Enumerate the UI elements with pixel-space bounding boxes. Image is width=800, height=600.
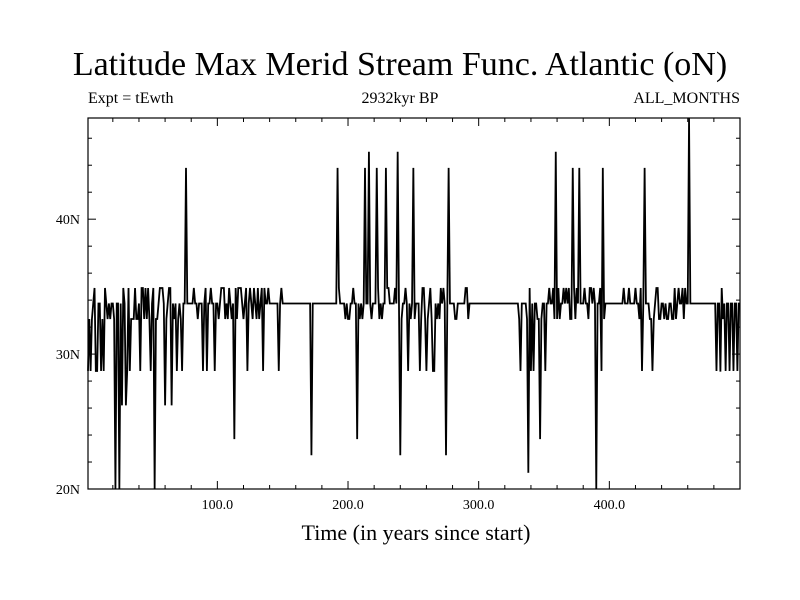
series-line — [87, 117, 740, 490]
x-tick-label: 100.0 — [202, 498, 234, 513]
period-label: 2932kyr BP — [361, 90, 439, 107]
plot-area — [87, 117, 740, 490]
x-axis-title: Time (in years since start) — [302, 520, 531, 545]
x-tick-label: 200.0 — [332, 498, 364, 513]
y-tick-label: 40N — [56, 213, 80, 228]
chart-title: Latitude Max Merid Stream Func. Atlantic… — [72, 46, 728, 83]
axis-ticks — [88, 118, 741, 489]
y-tick-label: 20N — [56, 483, 80, 498]
plot-frame — [87, 117, 741, 490]
experiment-label: Expt = tEwth — [88, 90, 174, 107]
x-tick-label: 400.0 — [594, 498, 626, 513]
axis-tick-labels: 100.0 200.0 300.0 400.0 20N 30N 40N — [56, 213, 625, 513]
months-label: ALL_MONTHS — [633, 90, 740, 107]
x-tick-label: 300.0 — [463, 498, 495, 513]
y-tick-label: 30N — [56, 348, 80, 363]
